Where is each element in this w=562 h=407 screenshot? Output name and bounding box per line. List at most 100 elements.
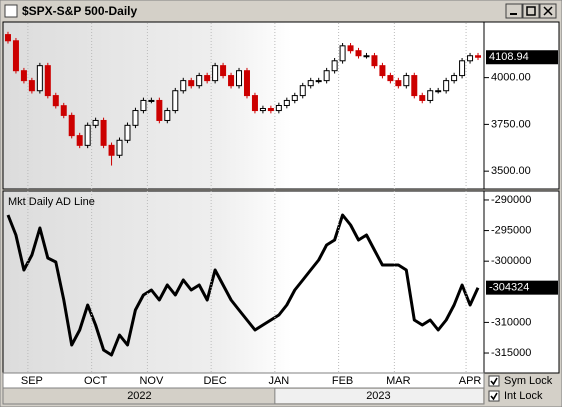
candle-body: [291, 95, 298, 101]
candle-body: [60, 105, 67, 116]
ad-title: Mkt Daily AD Line: [8, 196, 95, 208]
candle-body: [188, 80, 195, 87]
candle-body: [251, 95, 258, 112]
candle-body: [76, 135, 83, 146]
candle-body: [395, 80, 402, 87]
candle-body: [204, 75, 211, 82]
candle-body: [220, 65, 227, 77]
candle-body: [4, 34, 11, 42]
y-tick-label: 3750.00: [491, 118, 531, 130]
candle-body: [148, 99, 155, 102]
candle-body: [323, 70, 330, 82]
month-row: [2, 372, 485, 389]
close-icon: [543, 6, 553, 16]
window-icon: [4, 4, 18, 18]
window-title: $SPX-S&P 500-Daily: [22, 4, 137, 18]
candle-body: [307, 80, 314, 87]
checkmark: [490, 377, 498, 386]
candle-body: [28, 80, 35, 92]
candle-body: [12, 40, 19, 72]
candle-body: [236, 70, 243, 87]
x-tick-label: SEP: [21, 375, 43, 387]
candle-body: [435, 90, 442, 93]
candle-body: [371, 55, 378, 67]
year-label: 2022: [127, 390, 151, 402]
candle-body: [403, 75, 410, 87]
checkbox-label[interactable]: Int Lock: [504, 390, 543, 402]
candle-body: [275, 105, 282, 112]
candle-body: [100, 119, 107, 146]
x-tick-label: MAR: [386, 375, 411, 387]
candle-body: [411, 75, 418, 97]
candle-body: [52, 95, 59, 107]
candle-body: [180, 80, 187, 92]
minimize-button[interactable]: [505, 3, 523, 19]
candle-body: [36, 65, 43, 92]
candle-body: [355, 50, 362, 57]
candle-body: [243, 70, 250, 97]
window-buttons[interactable]: [505, 3, 557, 19]
candle-body: [443, 80, 450, 92]
candle-body: [475, 55, 482, 58]
price-axis: [483, 21, 560, 190]
candle-body: [259, 107, 266, 112]
candle-body: [212, 65, 219, 82]
candle-body: [299, 85, 306, 97]
y-tick-label: -295000: [491, 224, 531, 236]
candle-body: [419, 95, 426, 101]
x-tick-label: FEB: [332, 375, 353, 387]
candle-body: [331, 60, 338, 72]
candle-body: [140, 99, 147, 112]
candle-body: [363, 55, 370, 58]
controls: Sym Lock Int Lock: [488, 375, 553, 402]
candle-body: [379, 65, 386, 77]
y-tick-label: 4000.00: [491, 72, 531, 84]
candle-body: [108, 144, 115, 156]
x-tick-label: JAN: [268, 375, 289, 387]
candle-body: [84, 124, 91, 146]
candle-body: [124, 124, 131, 141]
candle-body: [347, 45, 354, 52]
candle-body: [172, 90, 179, 112]
ad-line: [6, 213, 480, 357]
candle-body: [228, 75, 235, 87]
checkbox[interactable]: [488, 390, 500, 402]
candle-body: [467, 55, 474, 62]
last-value-label: 4108.94: [489, 51, 529, 63]
maximize-icon: [526, 6, 536, 16]
candle-body: [451, 75, 458, 82]
price-panel: [2, 21, 485, 190]
candle-body: [283, 99, 290, 107]
candle-body: [116, 139, 123, 156]
candle-body: [156, 99, 163, 121]
candle-body: [68, 114, 75, 137]
candle-body: [196, 75, 203, 87]
y-tick-label: 3500.00: [491, 165, 531, 177]
checkbox[interactable]: [488, 375, 500, 387]
y-tick-label: -300000: [491, 255, 531, 267]
candle-body: [315, 80, 322, 83]
y-tick-label: -310000: [491, 316, 531, 328]
title-bar: [2, 2, 560, 21]
y-tick-label: -315000: [491, 347, 531, 359]
x-tick-label: OCT: [84, 375, 108, 387]
x-tick-label: NOV: [139, 375, 164, 387]
candle-body: [92, 119, 99, 126]
checkbox-label[interactable]: Sym Lock: [504, 375, 553, 387]
checkmark: [490, 392, 498, 401]
ad-panel: [2, 190, 485, 374]
candle-body: [339, 45, 346, 62]
x-tick-label: APR: [459, 375, 482, 387]
last-value-box: [486, 280, 558, 295]
maximize-button[interactable]: [522, 3, 540, 19]
year-2023-band: [274, 389, 483, 403]
last-value-box: [486, 50, 558, 65]
candle-body: [132, 110, 139, 126]
x-tick-label: DEC: [203, 375, 226, 387]
candle-body: [459, 60, 466, 77]
y-tick-label: -290000: [491, 194, 531, 206]
year-label: 2023: [366, 390, 390, 402]
candle-body: [267, 107, 274, 112]
